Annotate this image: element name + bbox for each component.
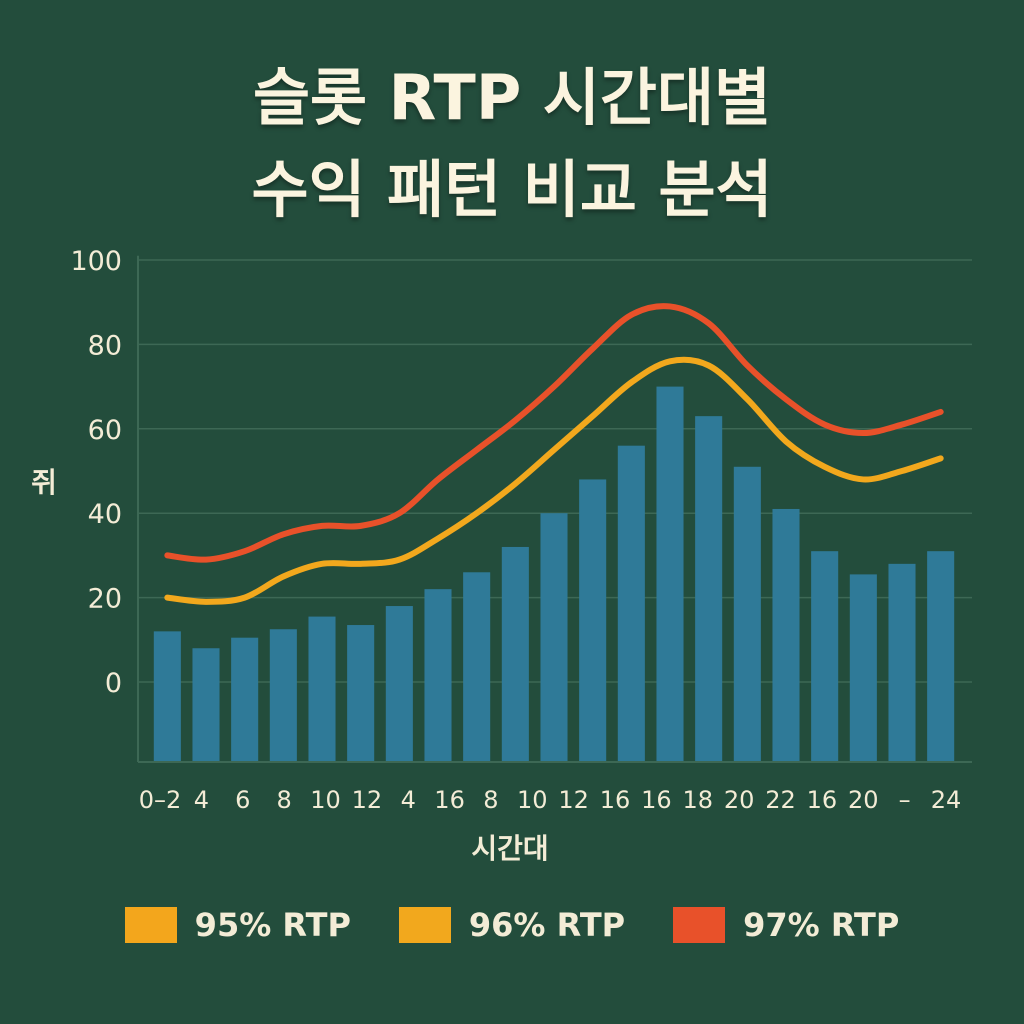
y-axis-label: 쥐 [31, 466, 57, 499]
legend-item-95: 95% RTP [124, 906, 351, 944]
bar [308, 616, 336, 762]
chart-title-line-2: 수익 패턴 비교 분석 [251, 153, 773, 226]
legend-item-96: 96% RTP [398, 906, 626, 944]
legend-item-97: 97% RTP [673, 906, 899, 944]
y-tick-label: 20 [88, 584, 122, 615]
bar [811, 551, 839, 762]
x-tick-labels: 0–2 4 6 8 10 12 4 16 8 10 12 16 16 18 20 22 16 20–24 [139, 786, 962, 814]
legend-swatch-96 [398, 907, 451, 943]
bar [463, 572, 491, 762]
bar [656, 386, 684, 762]
bar [927, 551, 955, 762]
bar [385, 606, 413, 762]
y-tick-label: 60 [88, 415, 122, 446]
x-tick-label: 16 [807, 786, 838, 814]
x-tick-label: 22 [765, 786, 796, 814]
x-tick-label: 10 [310, 786, 341, 814]
y-tick-labels: 0 20 40 60 80 100 [70, 246, 122, 699]
x-tick-label: 4 [401, 786, 416, 814]
x-tick-label: 8 [483, 786, 498, 814]
x-tick-label: 12 [558, 786, 589, 814]
chart-title-line-1: 슬롯 RTP 시간대별 [252, 61, 772, 134]
x-tick-label: 6 [235, 786, 250, 814]
x-tick-label: 4 [194, 786, 209, 814]
x-tick-label: 0–2 [139, 786, 182, 814]
bar [888, 563, 916, 762]
legend-label-96: 96% RTP [468, 906, 626, 944]
x-tick-label: 16 [600, 786, 631, 814]
bar [153, 631, 181, 762]
x-tick-label: 16 [434, 786, 465, 814]
y-tick-label: 0 [105, 668, 122, 699]
bar [231, 637, 259, 762]
legend-label-97: 97% RTP [743, 906, 900, 944]
bar [192, 648, 220, 762]
x-tick-label: 24 [931, 786, 962, 814]
bar [695, 416, 723, 762]
y-tick-label: 100 [70, 246, 122, 277]
x-tick-label: 20 [848, 786, 879, 814]
bar [733, 466, 761, 762]
bar [772, 508, 800, 762]
legend: 95% RTP 96% RTP 97% RTP [0, 906, 1024, 944]
bar [424, 589, 452, 762]
x-tick-label: 18 [683, 786, 714, 814]
series-line [164, 303, 944, 563]
y-tick-label: 40 [88, 499, 122, 530]
x-tick-label: 12 [352, 786, 383, 814]
axes [137, 255, 972, 763]
bar [849, 574, 877, 762]
x-tick-label: 8 [276, 786, 291, 814]
bar [540, 513, 568, 762]
x-tick-label: 16 [641, 786, 672, 814]
x-tick-label: 10 [517, 786, 548, 814]
legend-swatch-95 [124, 907, 177, 943]
bar [269, 629, 297, 762]
legend-swatch-97 [673, 907, 726, 943]
bar [579, 479, 607, 762]
x-axis-label: 시간대 [471, 832, 548, 865]
y-tick-label: 80 [88, 330, 122, 361]
bar [617, 445, 645, 762]
bar [347, 625, 375, 762]
bars [153, 386, 955, 762]
series-lines [164, 303, 944, 605]
bar [501, 546, 529, 762]
legend-label-95: 95% RTP [194, 906, 351, 944]
x-tick-label: – [899, 786, 911, 814]
x-tick-label: 20 [724, 786, 755, 814]
chart-title: 슬롯 RTP 시간대별 수익 패턴 비교 분석 [0, 52, 1024, 236]
series-line [164, 356, 944, 605]
